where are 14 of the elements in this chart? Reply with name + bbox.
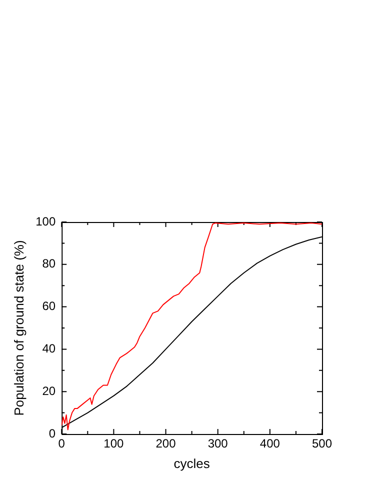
x-tick-label: 100	[104, 436, 124, 451]
y-axis-title: Population of ground state (%)	[11, 240, 26, 416]
x-axis-title: cycles	[174, 456, 210, 471]
y-tick-label: 100	[36, 214, 56, 228]
x-tick-label: 500	[312, 436, 332, 451]
x-tick-label: 400	[260, 436, 280, 451]
x-tick-label: 200	[156, 436, 176, 451]
y-tick-label: 60	[42, 299, 56, 314]
y-tick-label: 20	[42, 384, 56, 398]
x-tick-label: 0	[58, 436, 66, 451]
y-tick-label: 80	[42, 256, 56, 271]
x-tick-label: 300	[208, 436, 228, 451]
y-tick-label: 0	[48, 426, 56, 440]
y-tick-label: 40	[42, 342, 56, 356]
